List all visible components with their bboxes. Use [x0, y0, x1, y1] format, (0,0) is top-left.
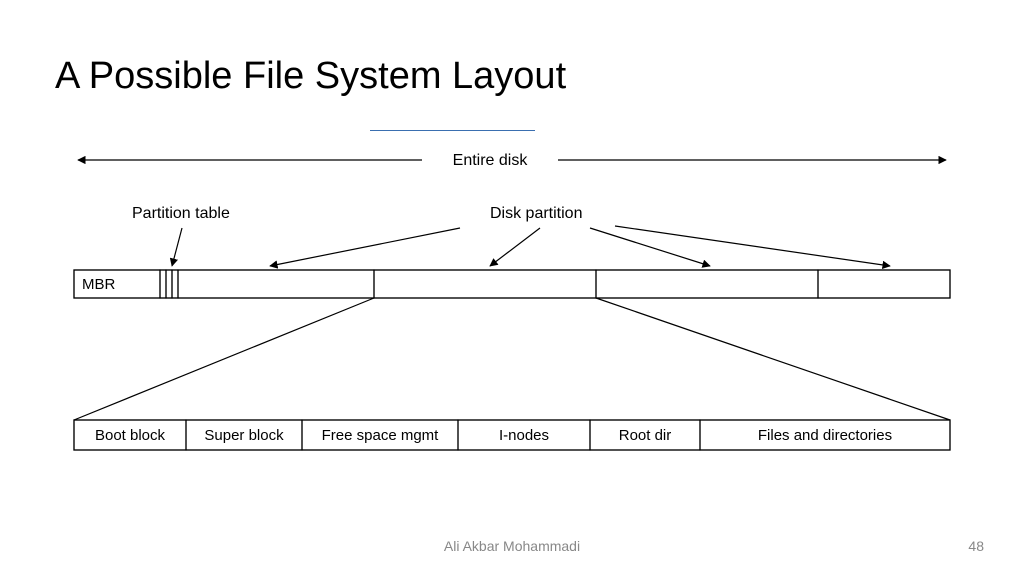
disk-partition-label: Disk partition — [490, 205, 582, 222]
pointer-arrow — [490, 228, 540, 266]
pointer-arrow — [590, 228, 710, 266]
page-title: A Possible File System Layout — [55, 55, 566, 98]
disk-cell — [818, 270, 950, 298]
disk-cell — [166, 270, 172, 298]
partition-table-label: Partition table — [132, 205, 230, 222]
slide: A Possible File System Layout Entire dis… — [0, 0, 1024, 576]
disk-cell — [178, 270, 374, 298]
entire-disk-label: Entire disk — [453, 152, 529, 169]
footer-page-number: 48 — [968, 538, 984, 554]
pointer-arrow — [615, 226, 890, 266]
disk-cell — [160, 270, 166, 298]
partition-cell-label: Boot block — [95, 427, 166, 444]
title-underline — [370, 130, 535, 131]
partition-cell-label: Files and directories — [758, 427, 892, 444]
pointer-arrow — [172, 228, 182, 266]
disk-cell — [374, 270, 596, 298]
pointer-arrow — [270, 228, 460, 266]
partition-cell-label: Root dir — [619, 427, 672, 444]
disk-cell-label: MBR — [82, 276, 116, 293]
partition-cell-label: Free space mgmt — [322, 427, 440, 444]
disk-cell — [596, 270, 818, 298]
expansion-line-left — [74, 298, 374, 420]
expansion-line-right — [596, 298, 950, 420]
disk-cell — [172, 270, 178, 298]
filesystem-diagram: Entire disk Partition table Disk partition… — [70, 140, 954, 470]
partition-cell-label: Super block — [204, 427, 284, 444]
partition-cell-label: I-nodes — [499, 427, 549, 444]
footer-author: Ali Akbar Mohammadi — [0, 538, 1024, 554]
